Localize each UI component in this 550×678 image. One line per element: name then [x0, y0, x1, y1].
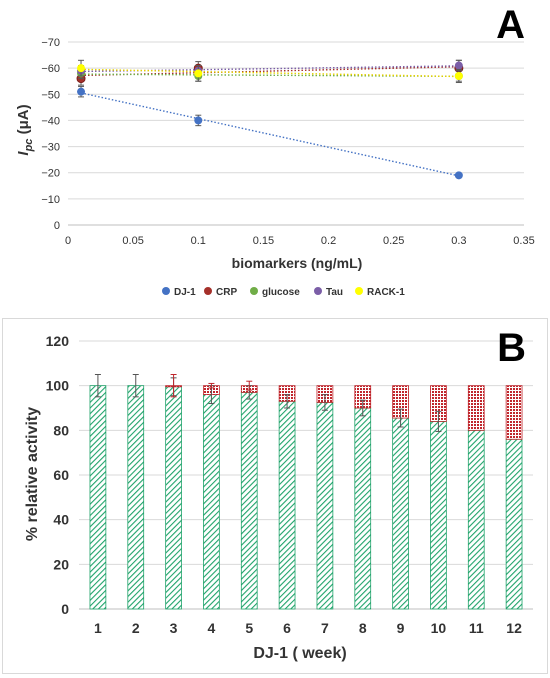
y-tick-label: 80 [53, 422, 69, 438]
legend-marker-crp [204, 287, 212, 295]
bar-green [354, 407, 372, 610]
y-axis-label-a: Ipc (μA) [15, 104, 35, 155]
x-tick-label: 0.1 [191, 235, 206, 247]
bar-green [89, 385, 107, 610]
legend-marker-tau [314, 287, 322, 295]
y-tick-label: −40 [41, 115, 60, 127]
panel-a: 0 −10 −20 −30 −40 −50 −60 −70 0 0.05 0.1 0.15 0.2 0.2… [0, 0, 550, 305]
bar-green [165, 386, 182, 610]
bar-green [278, 400, 296, 610]
legend-label-tau: Tau [326, 287, 343, 298]
x-tick-label: 6 [283, 620, 291, 636]
x-tick-label: 11 [469, 620, 484, 636]
x-axis-label-a: biomarkers (ng/mL) [232, 255, 363, 271]
bar-green [127, 385, 145, 610]
y-tick-label: −70 [41, 37, 60, 49]
trendline-dj-1 [80, 92, 460, 177]
bar-green [240, 391, 258, 610]
x-tick-label: 5 [245, 620, 253, 636]
x-tick-label: 2 [132, 620, 140, 636]
x-tick-label: 7 [321, 620, 329, 636]
x-tick-label: 3 [170, 620, 178, 636]
bar-green [392, 417, 409, 610]
y-tick-label: −50 [41, 89, 60, 101]
y-tick-label: 20 [53, 556, 69, 572]
x-tick-label: 0.25 [383, 235, 404, 247]
x-tick-label: 9 [397, 620, 405, 636]
legend-label-dj-1: DJ-1 [174, 287, 196, 298]
legend-label-rack-1: RACK-1 [367, 287, 405, 298]
x-tick-label: 8 [359, 620, 367, 636]
bar-red [467, 385, 485, 431]
y-tick-label: 0 [54, 220, 60, 232]
x-tick-label: 1 [94, 620, 102, 636]
legend-a: DJ-1 CRP glucose Tau RACK-1 [162, 287, 405, 298]
point-dj-1 [454, 171, 463, 180]
y-tick-label: 120 [46, 333, 70, 349]
x-tick-label: 0 [65, 235, 71, 247]
legend-marker-glucose [250, 287, 258, 295]
x-tick-label: 12 [506, 620, 522, 636]
trendline-rack-1 [81, 68, 459, 78]
bar-green [316, 402, 334, 610]
x-tick-label: 0.2 [321, 235, 336, 247]
x-tick-label: 0.35 [513, 235, 534, 247]
y-tick-label: 40 [53, 512, 69, 528]
bar-green [203, 394, 220, 610]
y-tick-label: −60 [41, 63, 60, 75]
y-tick-label: 60 [53, 467, 69, 483]
bar-red [505, 385, 523, 440]
bar-green [505, 438, 523, 610]
legend-marker-rack-1 [355, 287, 363, 295]
x-tick-label: 4 [208, 620, 216, 636]
x-tick-label: 10 [431, 620, 447, 636]
y-tick-label: −30 [41, 142, 60, 154]
y-tick-label: −10 [41, 194, 60, 206]
point-dj-1 [77, 87, 86, 96]
legend-label-glucose: glucose [262, 287, 300, 298]
point-rack-1 [194, 69, 203, 78]
panel-b: 0 20 40 60 80 100 120 1 2 3 4 5 6 7 8 9 10 11 12 B DJ-1 ( … [2, 318, 548, 674]
x-tick-label: 0.3 [451, 235, 466, 247]
legend-label-crp: CRP [216, 287, 237, 298]
chart-a: 0 −10 −20 −30 −40 −50 −60 −70 0 0.05 0.1 0.15 0.2 0.2… [15, 3, 535, 298]
x-tick-label: 0.15 [253, 235, 274, 247]
x-axis-label-b: DJ-1 ( week) [253, 645, 346, 662]
panel-a-label: A [496, 3, 525, 47]
point-rack-1 [77, 64, 86, 73]
trendline-glucose [81, 73, 459, 78]
y-tick-label: −20 [41, 168, 60, 180]
point-tau [454, 61, 463, 70]
bar-green [467, 429, 485, 610]
y-axis-label-b: % relative activity [24, 407, 41, 541]
bar-green [430, 421, 447, 610]
y-tick-label: 0 [61, 601, 69, 617]
point-rack-1 [454, 71, 463, 80]
panel-b-label: B [497, 326, 526, 370]
x-tick-label: 0.05 [122, 235, 143, 247]
point-dj-1 [194, 116, 203, 125]
legend-marker-dj-1 [162, 287, 170, 295]
y-tick-label: 100 [46, 378, 70, 394]
